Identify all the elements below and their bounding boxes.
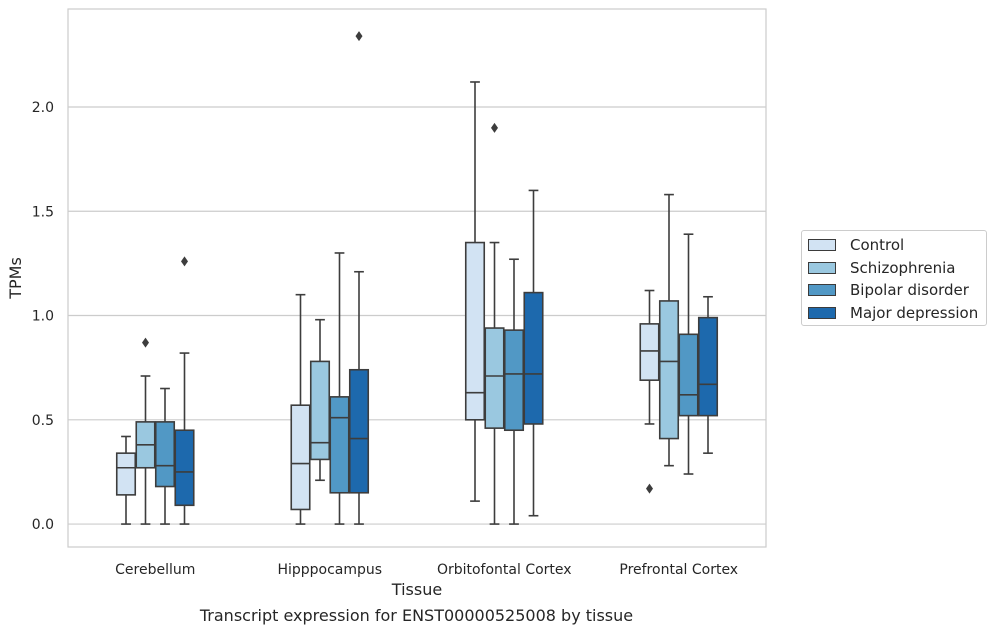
legend-swatch-control	[808, 239, 836, 251]
box-iqr	[503, 329, 525, 432]
legend-label-major-depression: Major depression	[850, 304, 979, 322]
box-hipppocampus-bipolar-disorder	[329, 252, 350, 525]
box-orbitofontal-cortex-bipolar-disorder	[503, 258, 525, 525]
x-tick-label-prefrontal-cortex: Prefrontal Cortex	[619, 562, 738, 578]
box-orbitofontal-cortex-major-depression	[523, 189, 544, 517]
box-cerebellum-control	[115, 435, 137, 525]
box-iqr	[309, 360, 331, 461]
series-major-depression	[174, 31, 719, 525]
box-orbitofontal-cortex-control	[464, 81, 486, 502]
x-tick-label-orbitofontal-cortex: Orbitofontal Cortex	[437, 562, 572, 578]
box-iqr	[154, 421, 176, 488]
legend-label-bipolar-disorder: Bipolar disorder	[850, 281, 969, 299]
outlier-point	[181, 256, 188, 267]
outlier-point	[491, 122, 498, 133]
box-hipppocampus-major-depression	[348, 31, 370, 525]
x-tick-label-cerebellum: Cerebellum	[115, 562, 195, 578]
series-bipolar-disorder	[154, 233, 699, 525]
legend-item-control: Control	[808, 235, 904, 255]
box-iqr	[290, 404, 311, 511]
legend-label-control: Control	[850, 236, 905, 254]
box-cerebellum-major-depression	[174, 256, 195, 525]
box-iqr	[639, 323, 660, 381]
box-prefrontal-cortex-control	[639, 289, 660, 494]
legend-swatch-schizophrenia	[808, 262, 836, 274]
box-iqr	[464, 241, 486, 421]
y-tick-label: 2.0	[32, 100, 54, 116]
plot-frame	[67, 8, 767, 548]
chart-caption: Transcript expression for ENST0000052500…	[199, 606, 634, 625]
box-prefrontal-cortex-bipolar-disorder	[678, 233, 699, 475]
box-iqr	[678, 333, 699, 417]
outlier-point	[355, 31, 363, 42]
box-cerebellum-schizophrenia	[135, 337, 156, 525]
x-axis-ticks: Cerebellum Hipppocampus Orbitofontal Corte…	[115, 562, 738, 578]
box-iqr	[697, 316, 719, 417]
legend-item-bipolar-disorder: Bipolar disorder	[808, 280, 969, 300]
y-tick-label: 1.5	[32, 204, 54, 220]
box-cerebellum-bipolar-disorder	[154, 387, 176, 525]
box-iqr	[658, 300, 680, 440]
box-orbitofontal-cortex-schizophrenia	[484, 122, 505, 525]
box-hipppocampus-schizophrenia	[309, 318, 331, 482]
y-tick-label: 0.0	[32, 517, 54, 533]
box-iqr	[329, 396, 350, 494]
y-axis-ticks: 0.0 0.5 1.0 1.5 2.0	[32, 100, 54, 533]
y-tick-label: 1.0	[32, 309, 54, 325]
box-prefrontal-cortex-major-depression	[697, 295, 719, 454]
box-hipppocampus-control	[290, 293, 311, 525]
y-axis-label: TPMs	[6, 257, 25, 300]
series-control	[115, 81, 660, 525]
box-plot-series	[115, 31, 719, 525]
legend-item-schizophrenia: Schizophrenia	[808, 258, 955, 278]
box-iqr	[115, 452, 137, 496]
x-tick-label-hipppocampus: Hipppocampus	[277, 562, 382, 578]
legend-swatch-bipolar-disorder	[808, 284, 836, 296]
series-schizophrenia	[135, 122, 680, 525]
legend-item-major-depression: Major depression	[808, 303, 978, 323]
box-iqr	[523, 291, 544, 425]
outlier-point	[142, 337, 149, 348]
x-axis-label: Tissue	[391, 580, 442, 599]
legend-label-schizophrenia: Schizophrenia	[850, 259, 956, 277]
legend-swatch-major-depression	[808, 307, 836, 319]
outlier-point	[646, 483, 653, 494]
y-tick-label: 0.5	[32, 413, 54, 429]
box-prefrontal-cortex-schizophrenia	[658, 193, 680, 467]
box-iqr	[174, 429, 195, 507]
box-iqr	[348, 368, 370, 494]
legend: Control Schizophrenia Bipolar disorder M…	[801, 230, 987, 326]
box-iqr	[484, 327, 505, 429]
